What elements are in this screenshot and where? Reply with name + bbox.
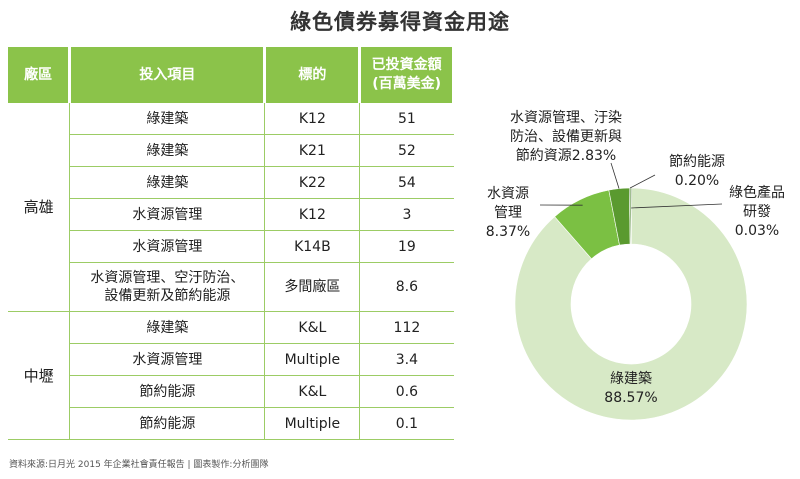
amount-cell: 112 xyxy=(359,311,454,344)
slice-pct-energy-saving: 0.20% xyxy=(675,173,719,189)
target-cell: K21 xyxy=(264,134,360,167)
slice-pct-water-mgmt: 8.37% xyxy=(486,224,530,240)
table-row: 節約能源 Multiple 0.1 xyxy=(8,407,454,440)
amount-cell: 51 xyxy=(359,103,454,135)
header-amount-line1: 已投資金額 xyxy=(371,57,442,73)
investment-table: 廠區 投入項目 標的 已投資金額 (百萬美金) 高雄 綠建築 K12 51 綠建… xyxy=(8,47,455,440)
item-cell: 節約能源 xyxy=(69,375,265,408)
amount-cell: 52 xyxy=(359,134,454,167)
target-cell: Multiple xyxy=(264,343,360,376)
target-cell: 多間廠區 xyxy=(264,262,360,312)
table-row: 水資源管理 Multiple 3.4 xyxy=(8,343,454,376)
amount-cell: 8.6 xyxy=(359,262,454,312)
slice-label-water-pollution-equipment-line3: 節約資源2.83% xyxy=(516,147,616,164)
item-cell: 節約能源 xyxy=(69,407,265,440)
item-cell: 綠建築 xyxy=(69,103,265,135)
table-row: 水資源管理 K12 3 xyxy=(8,198,454,231)
leader-lines xyxy=(539,162,723,209)
item-cell: 綠建築 xyxy=(69,166,265,199)
table-row: 節約能源 K&L 0.6 xyxy=(8,375,454,408)
item-line1: 水資源管理、空汙防治、 xyxy=(90,270,245,286)
table-header-row: 廠區 投入項目 標的 已投資金額 (百萬美金) xyxy=(8,47,455,103)
slice-label-green-building-line1: 綠建築 xyxy=(610,371,652,387)
item-cell: 水資源管理 xyxy=(69,343,265,376)
item-cell: 綠建築 xyxy=(69,134,265,167)
slice-label-water-mgmt-line1: 水資源 xyxy=(487,186,529,202)
item-cell: 綠建築 xyxy=(69,311,265,344)
target-cell: K12 xyxy=(264,198,360,231)
slice-labels: 綠建築 88.57% 水資源管理 8.37% 水資源管理、汙染防治、設備更新與節約資源2… xyxy=(486,110,785,406)
table-row: 綠建築 K21 52 xyxy=(8,134,454,167)
table-row: 高雄 綠建築 K12 51 xyxy=(8,103,454,312)
target-cell: Multiple xyxy=(264,407,360,440)
slice-pct-green-building: 88.57% xyxy=(604,390,657,406)
amount-cell: 19 xyxy=(359,230,454,263)
table-row: 水資源管理 K14B 19 xyxy=(8,230,454,263)
source-note: 資料來源:日月光 2015 年企業社會責任報告 | 圖表製作:分析團隊 xyxy=(9,460,269,470)
chart-title: 綠色債券募得資金用途 xyxy=(290,10,510,34)
item-cell: 水資源管理 xyxy=(69,230,265,263)
slice-label-water-mgmt-line2: 管理 xyxy=(494,205,522,221)
region-cell: 中壢 xyxy=(8,311,70,440)
amount-cell: 3 xyxy=(359,198,454,231)
amount-cell: 3.4 xyxy=(359,343,454,376)
leader-line-water-pollution-equipment xyxy=(610,162,620,189)
target-cell: K&L xyxy=(264,375,360,408)
target-cell: K22 xyxy=(264,166,360,199)
header-item: 投入項目 xyxy=(68,47,267,103)
target-cell: K14B xyxy=(264,230,360,263)
slice-label-green-product-rd-line2: 研發 xyxy=(743,204,771,220)
slice-label-water-pollution-equipment-line2: 防治、設備更新與 xyxy=(510,129,622,145)
table-row: 水資源管理、空汙防治、 設備更新及節約能源 多間廠區 8.6 xyxy=(8,262,454,312)
leader-line-energy-saving xyxy=(629,174,656,189)
header-amount: 已投資金額 (百萬美金) xyxy=(358,47,455,103)
header-amount-line2: (百萬美金) xyxy=(372,76,442,92)
item-cell: 水資源管理 xyxy=(69,198,265,231)
header-region: 廠區 xyxy=(8,47,72,103)
item-cell: 水資源管理、空汙防治、 設備更新及節約能源 xyxy=(69,262,265,312)
donut-slice-green-building xyxy=(514,187,748,421)
donut-slices xyxy=(514,187,748,421)
amount-cell: 54 xyxy=(359,166,454,199)
slice-label-water-pollution-equipment-line1: 水資源管理、汙染 xyxy=(510,110,622,126)
donut-slice-green-product-rd xyxy=(630,187,632,245)
region-cell: 高雄 xyxy=(8,103,70,312)
slice-pct-green-product-rd: 0.03% xyxy=(735,223,779,239)
target-cell: K&L xyxy=(264,311,360,344)
target-cell: K12 xyxy=(264,103,360,135)
item-line2: 設備更新及節約能源 xyxy=(104,288,231,304)
table-row: 綠建築 K22 54 xyxy=(8,166,454,199)
header-target: 標的 xyxy=(263,47,362,103)
leader-line-green-product-rd xyxy=(631,203,723,209)
amount-cell: 0.6 xyxy=(359,375,454,408)
slice-label-green-product-rd-line1: 綠色產品 xyxy=(729,184,785,201)
amount-cell: 0.1 xyxy=(359,407,454,440)
table-row: 中壢 綠建築 K&L 112 xyxy=(8,311,454,440)
slice-label-energy-saving-line1: 節約能源 xyxy=(669,153,725,170)
